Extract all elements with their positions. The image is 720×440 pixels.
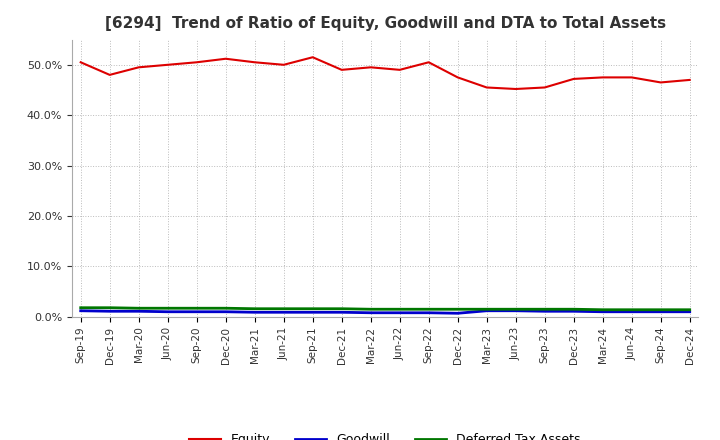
Deferred Tax Assets bbox=[76, 305, 85, 310]
Equity bbox=[598, 75, 607, 80]
Deferred Tax Assets bbox=[454, 307, 462, 312]
Goodwill bbox=[308, 310, 317, 315]
Equity bbox=[511, 86, 520, 92]
Equity bbox=[76, 60, 85, 65]
Equity bbox=[424, 60, 433, 65]
Equity bbox=[135, 65, 143, 70]
Deferred Tax Assets bbox=[135, 306, 143, 311]
Equity bbox=[192, 60, 201, 65]
Deferred Tax Assets bbox=[192, 306, 201, 311]
Goodwill bbox=[541, 308, 549, 314]
Goodwill bbox=[338, 310, 346, 315]
Equity bbox=[105, 72, 114, 77]
Deferred Tax Assets bbox=[482, 307, 491, 312]
Equity bbox=[338, 67, 346, 73]
Equity bbox=[570, 76, 578, 81]
Goodwill bbox=[251, 310, 259, 315]
Deferred Tax Assets bbox=[511, 307, 520, 312]
Deferred Tax Assets bbox=[627, 307, 636, 312]
Goodwill bbox=[627, 309, 636, 315]
Goodwill bbox=[135, 308, 143, 314]
Goodwill bbox=[76, 308, 85, 313]
Equity bbox=[251, 60, 259, 65]
Equity bbox=[627, 75, 636, 80]
Goodwill bbox=[657, 309, 665, 315]
Deferred Tax Assets bbox=[163, 306, 172, 311]
Equity bbox=[221, 56, 230, 62]
Deferred Tax Assets bbox=[395, 307, 404, 312]
Deferred Tax Assets bbox=[424, 307, 433, 312]
Deferred Tax Assets bbox=[338, 306, 346, 312]
Goodwill bbox=[366, 310, 375, 315]
Equity bbox=[279, 62, 288, 67]
Deferred Tax Assets bbox=[251, 306, 259, 312]
Deferred Tax Assets bbox=[279, 306, 288, 312]
Goodwill bbox=[511, 308, 520, 313]
Equity bbox=[657, 80, 665, 85]
Goodwill bbox=[482, 308, 491, 313]
Goodwill bbox=[192, 309, 201, 315]
Equity bbox=[482, 85, 491, 90]
Line: Deferred Tax Assets: Deferred Tax Assets bbox=[81, 308, 690, 310]
Goodwill bbox=[221, 309, 230, 315]
Goodwill bbox=[454, 311, 462, 316]
Goodwill bbox=[163, 309, 172, 315]
Line: Goodwill: Goodwill bbox=[81, 311, 690, 313]
Deferred Tax Assets bbox=[541, 307, 549, 312]
Goodwill bbox=[685, 309, 694, 315]
Goodwill bbox=[279, 310, 288, 315]
Equity bbox=[163, 62, 172, 67]
Line: Equity: Equity bbox=[81, 57, 690, 89]
Deferred Tax Assets bbox=[308, 306, 317, 312]
Equity bbox=[541, 85, 549, 90]
Goodwill bbox=[105, 308, 114, 314]
Equity bbox=[366, 65, 375, 70]
Deferred Tax Assets bbox=[105, 305, 114, 310]
Equity bbox=[395, 67, 404, 73]
Deferred Tax Assets bbox=[598, 307, 607, 312]
Legend: Equity, Goodwill, Deferred Tax Assets: Equity, Goodwill, Deferred Tax Assets bbox=[184, 429, 586, 440]
Deferred Tax Assets bbox=[657, 307, 665, 312]
Deferred Tax Assets bbox=[366, 307, 375, 312]
Goodwill bbox=[395, 310, 404, 315]
Equity bbox=[308, 55, 317, 60]
Title: [6294]  Trend of Ratio of Equity, Goodwill and DTA to Total Assets: [6294] Trend of Ratio of Equity, Goodwil… bbox=[104, 16, 666, 32]
Deferred Tax Assets bbox=[570, 307, 578, 312]
Deferred Tax Assets bbox=[221, 306, 230, 311]
Goodwill bbox=[424, 310, 433, 315]
Goodwill bbox=[598, 309, 607, 315]
Deferred Tax Assets bbox=[685, 307, 694, 312]
Equity bbox=[454, 75, 462, 80]
Equity bbox=[685, 77, 694, 83]
Goodwill bbox=[570, 308, 578, 314]
